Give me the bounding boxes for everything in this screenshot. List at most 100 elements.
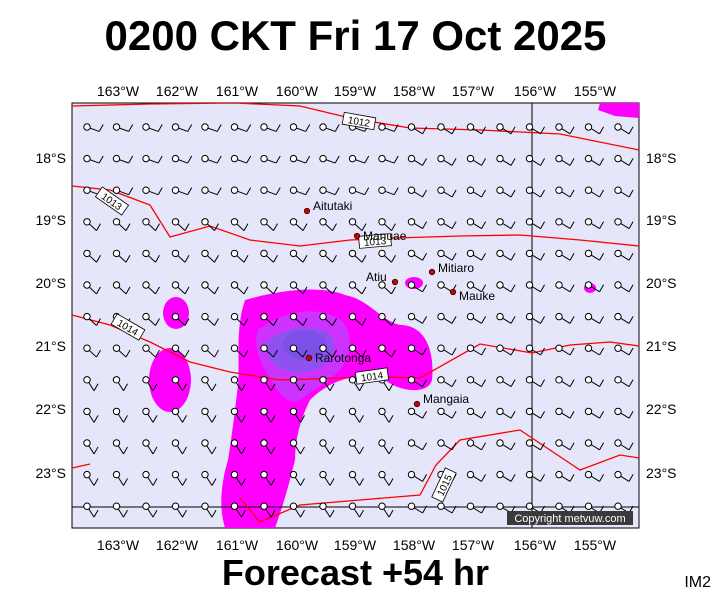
place-dot — [305, 354, 313, 362]
wind-barb-station — [466, 249, 475, 258]
lat-label: 20°S — [35, 275, 66, 291]
wind-barb-flag — [329, 383, 335, 391]
lon-label: 162°W — [156, 537, 199, 553]
wind-barb-station — [407, 439, 416, 447]
wind-barb-flag — [241, 415, 246, 423]
wind-barb-station — [407, 218, 416, 226]
wind-barb-flag — [157, 155, 163, 164]
wind-barb-flag — [599, 347, 605, 356]
wind-barb-station — [584, 281, 593, 289]
lat-label: 22°S — [646, 401, 677, 417]
wind-barb-station — [378, 470, 386, 479]
wind-barb-station — [466, 154, 475, 163]
wind-barb-station — [230, 344, 239, 352]
wind-barb-station — [614, 218, 622, 226]
wind-barb-flag — [540, 189, 546, 198]
lon-label: 156°W — [514, 537, 557, 553]
wind-barb-flag — [628, 158, 634, 166]
isobar-label-text: 1012 — [347, 115, 371, 130]
wind-barb-flag — [481, 126, 487, 135]
wind-barb-flag — [123, 415, 128, 423]
wind-barb-station — [555, 186, 563, 194]
wind-barb-flag — [270, 478, 276, 486]
wind-barb-station — [437, 502, 445, 510]
wind-barb-station — [201, 218, 209, 226]
wind-barb-station — [584, 376, 593, 384]
wind-barb-flag — [332, 318, 337, 326]
lat-labels-right: 18°S 19°S 20°S 21°S 22°S 23°S — [646, 150, 677, 481]
wind-barb-station — [230, 502, 239, 510]
wind-barb-flag — [451, 316, 457, 324]
wind-barb-flag — [540, 474, 546, 482]
wind-barb-station — [201, 154, 209, 163]
wind-barb-station — [348, 186, 357, 194]
wind-barb-flag — [628, 379, 634, 387]
wind-barb-station — [201, 186, 209, 194]
wind-barb-flag — [270, 383, 276, 391]
wind-barb-flag — [422, 410, 428, 419]
wind-barb-flag — [361, 318, 367, 326]
lat-label: 19°S — [646, 212, 677, 228]
wind-barb-station — [348, 376, 357, 384]
wind-barb-station — [555, 376, 563, 384]
wind-barb-flag — [451, 442, 457, 451]
wind-barb-flag — [329, 478, 335, 486]
wind-barb-station — [407, 154, 416, 163]
wind-barb-flag — [270, 415, 276, 423]
wind-barb-station — [319, 502, 327, 510]
wind-barb-station — [407, 281, 416, 289]
wind-barb-station — [466, 407, 475, 416]
wind-barb-station — [319, 249, 327, 258]
wind-barb-station — [584, 312, 593, 321]
wind-barb-station — [201, 376, 209, 384]
wind-barb-station — [555, 502, 563, 510]
wind-barb-flag — [241, 446, 246, 455]
wind-barb-flag — [628, 189, 634, 198]
wind-barb-station — [525, 281, 534, 289]
wind-barb-station — [584, 249, 593, 258]
wind-barb-station — [378, 407, 386, 416]
lon-label: 162°W — [156, 83, 199, 99]
wind-barb-station — [407, 123, 416, 131]
wind-barb-flag — [334, 155, 340, 164]
lon-label: 159°W — [334, 83, 377, 99]
lon-label: 157°W — [452, 537, 495, 553]
wind-barb-station — [289, 502, 298, 510]
wind-barb-flag — [510, 221, 516, 229]
wind-barb-station — [525, 344, 534, 352]
wind-barb-station — [289, 439, 298, 447]
place-label-mitiaro: Mitiaro — [438, 261, 474, 275]
wind-barb-flag — [96, 318, 101, 326]
wind-barb-station — [142, 154, 150, 163]
wind-barb-flag — [359, 478, 364, 486]
wind-barb-station — [378, 249, 386, 258]
wind-barbs — [83, 123, 634, 518]
wind-barb-station — [584, 186, 593, 194]
wind-barb-station — [466, 502, 475, 510]
copyright-badge: Copyright metvuw.com — [507, 511, 633, 525]
place-dot — [428, 268, 436, 276]
wind-barb-flag — [125, 349, 131, 358]
wind-barb-flag — [422, 221, 428, 229]
wind-barb-station — [407, 344, 416, 352]
wind-barb-station — [260, 123, 268, 131]
wind-barb-flag — [123, 383, 128, 391]
wind-barb-flag — [540, 284, 546, 293]
wind-barb-station — [289, 470, 298, 479]
wind-barb-station — [289, 218, 298, 226]
wind-barb-station — [319, 186, 327, 194]
wind-barb-flag — [569, 347, 575, 356]
wind-barb-station — [142, 407, 150, 416]
wind-barb-station — [525, 312, 534, 321]
wind-barb-flag — [422, 158, 428, 166]
wind-barb-station — [319, 123, 327, 131]
wind-barb-station — [378, 218, 386, 226]
lon-label: 156°W — [514, 83, 557, 99]
wind-barb-flag — [359, 415, 364, 423]
wind-barb-flag — [275, 187, 281, 195]
wind-barb-flag — [273, 255, 278, 263]
lon-label: 158°W — [393, 83, 436, 99]
wind-barb-station — [142, 344, 150, 352]
wind-barb-flag — [422, 126, 428, 135]
